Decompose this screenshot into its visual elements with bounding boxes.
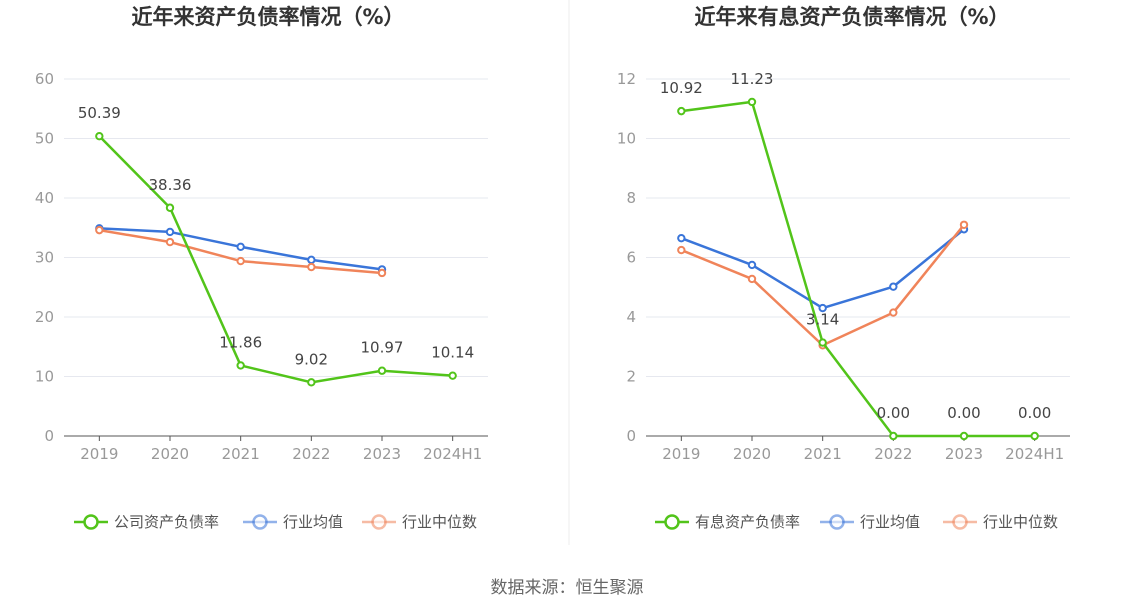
legend-label: 公司资产负债率 bbox=[114, 513, 219, 531]
chart-panel-1: 近年来资产负债率情况（%） 0 10 20 30 40 50 60 2019 2020 2021 20… bbox=[35, 5, 488, 531]
data-point bbox=[889, 282, 898, 291]
y-tick-label: 10 bbox=[35, 368, 54, 386]
data-point bbox=[307, 255, 316, 265]
series-line-1 bbox=[681, 100, 1035, 438]
data-label: 3.14 bbox=[806, 311, 839, 329]
data-label: 50.39 bbox=[78, 104, 121, 122]
y-tick-label: 8 bbox=[626, 189, 636, 207]
data-source-note: 数据来源：恒生聚源 bbox=[491, 578, 644, 598]
data-label: 11.23 bbox=[731, 70, 774, 88]
data-label: 10.97 bbox=[361, 339, 404, 357]
y-tick-label: 50 bbox=[35, 130, 54, 148]
legend-item-1[interactable]: 公司资产负债率 bbox=[74, 513, 219, 531]
data-label: 9.02 bbox=[295, 350, 328, 368]
legend-marker bbox=[829, 514, 845, 530]
legend-label: 行业中位数 bbox=[983, 513, 1058, 531]
y-tick-label: 2 bbox=[626, 368, 636, 386]
y-tick-label: 6 bbox=[626, 249, 636, 267]
data-point bbox=[818, 303, 827, 313]
legend-item-2[interactable]: 行业均值 bbox=[820, 513, 920, 531]
x-tick-label: 2022 bbox=[292, 445, 330, 463]
data-point bbox=[236, 361, 245, 370]
x-tick-label: 2023 bbox=[945, 445, 983, 463]
legend-marker bbox=[83, 514, 99, 530]
legend-item-2[interactable]: 行业均值 bbox=[243, 513, 343, 531]
data-label: 38.36 bbox=[149, 176, 192, 194]
data-point bbox=[677, 106, 686, 116]
data-point bbox=[165, 203, 175, 212]
chart-title: 近年来资产负债率情况（%） bbox=[131, 5, 404, 29]
y-tick-label: 30 bbox=[35, 249, 54, 267]
x-tick-label: 2024H1 bbox=[423, 445, 482, 463]
data-point bbox=[747, 97, 757, 107]
data-point bbox=[307, 378, 316, 387]
y-tick-label: 0 bbox=[626, 427, 636, 445]
data-label: 11.86 bbox=[219, 333, 262, 351]
x-tick-label: 2020 bbox=[733, 445, 771, 463]
data-label: 0.00 bbox=[947, 404, 980, 422]
legend-item-1[interactable]: 有息资产负债率 bbox=[655, 513, 800, 531]
data-point bbox=[448, 371, 457, 380]
y-tick-label: 0 bbox=[44, 427, 54, 445]
chart-title: 近年来有息资产负债率情况（%） bbox=[694, 5, 1009, 29]
legend-marker bbox=[371, 514, 387, 530]
x-tick-label: 2019 bbox=[662, 445, 700, 463]
data-point bbox=[307, 262, 316, 272]
legend-item-3[interactable]: 行业中位数 bbox=[943, 513, 1058, 531]
data-point bbox=[377, 268, 387, 278]
chart-panel-2: 近年来有息资产负债率情况（%） 0 2 4 6 8 10 12 2019 2020 2021 2022… bbox=[617, 5, 1070, 531]
x-tick-label: 2024H1 bbox=[1005, 445, 1064, 463]
x-tick-label: 2021 bbox=[804, 445, 842, 463]
data-point bbox=[889, 431, 898, 441]
data-point bbox=[677, 245, 686, 255]
data-point bbox=[1030, 431, 1039, 441]
data-label: 0.00 bbox=[1018, 404, 1051, 422]
y-tick-label: 40 bbox=[35, 189, 54, 207]
series-line-1 bbox=[98, 135, 453, 384]
x-tick-label: 2020 bbox=[151, 445, 189, 463]
y-tick-label: 10 bbox=[617, 130, 636, 148]
data-point bbox=[95, 131, 104, 141]
x-tick-label: 2023 bbox=[363, 445, 401, 463]
data-point bbox=[959, 431, 969, 441]
data-point bbox=[818, 338, 827, 347]
x-tick-label: 2022 bbox=[874, 445, 912, 463]
data-label: 0.00 bbox=[877, 404, 910, 422]
legend-label: 有息资产负债率 bbox=[695, 513, 800, 531]
data-point bbox=[747, 274, 757, 284]
data-point bbox=[959, 220, 969, 229]
data-label: 10.14 bbox=[431, 344, 474, 362]
legend-item-3[interactable]: 行业中位数 bbox=[362, 513, 477, 531]
x-tick-label: 2021 bbox=[222, 445, 260, 463]
x-tick-label: 2019 bbox=[80, 445, 118, 463]
data-point bbox=[889, 308, 898, 317]
data-label: 10.92 bbox=[660, 79, 703, 97]
data-point bbox=[677, 233, 686, 243]
y-tick-label: 20 bbox=[35, 308, 54, 326]
data-point bbox=[377, 366, 387, 375]
legend-label: 行业中位数 bbox=[402, 513, 477, 531]
data-point bbox=[165, 227, 175, 237]
legend-label: 行业均值 bbox=[283, 513, 343, 531]
legend-marker bbox=[664, 514, 680, 530]
legend-marker bbox=[952, 514, 968, 530]
series-line-3 bbox=[99, 228, 383, 275]
data-point bbox=[236, 256, 245, 266]
data-point bbox=[236, 242, 245, 251]
legend-marker bbox=[252, 514, 268, 530]
data-point bbox=[95, 225, 104, 235]
y-tick-label: 12 bbox=[617, 70, 636, 88]
y-tick-label: 60 bbox=[35, 70, 54, 88]
y-tick-label: 4 bbox=[626, 308, 636, 326]
legend-label: 行业均值 bbox=[860, 513, 920, 531]
data-point bbox=[747, 260, 757, 270]
data-point bbox=[165, 237, 175, 247]
